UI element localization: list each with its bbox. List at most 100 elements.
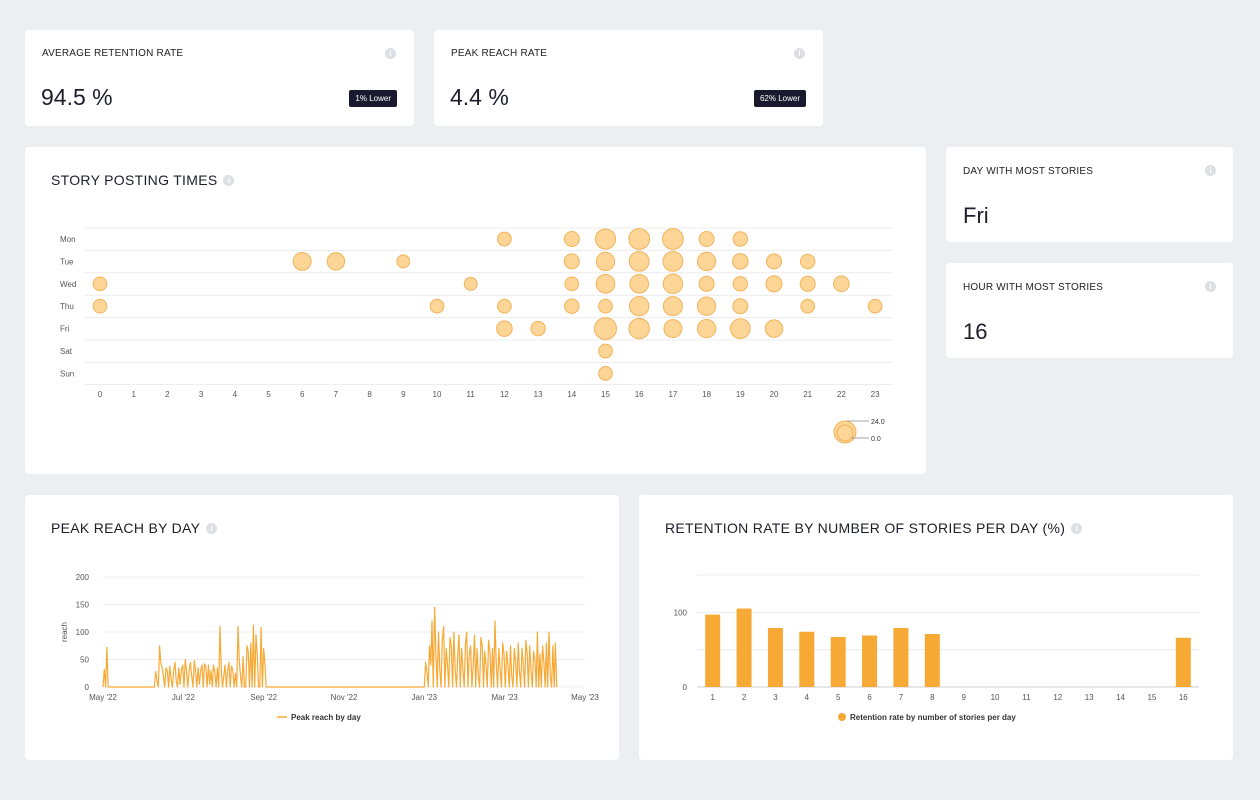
x-tick-label: 13 (534, 390, 543, 399)
bubble (563, 231, 580, 247)
bubble (628, 295, 650, 317)
story-posting-times-card: STORY POSTING TIMES i Mon Tue Wed Thu Fri Sat S… (25, 147, 926, 474)
bubble (598, 366, 613, 381)
bubble (595, 251, 616, 272)
info-icon[interactable]: i (1071, 522, 1083, 534)
y-tick-label: Sun (60, 369, 74, 378)
y-tick-label: 50 (80, 656, 89, 665)
y-tick-label: 0 (85, 683, 90, 692)
bubble (799, 275, 816, 292)
bubble (564, 298, 580, 314)
y-tick-label: Mon (60, 235, 76, 244)
legend-label: Retention rate by number of stories per … (850, 713, 1016, 722)
y-tick-label: Wed (60, 280, 76, 289)
bubble (292, 251, 312, 271)
x-tick-label: 3 (199, 390, 204, 399)
bubble (698, 275, 715, 292)
x-tick-label: 5 (266, 390, 271, 399)
retention-by-stories-card: RETENTION RATE BY NUMBER OF STORIES PER … (639, 495, 1233, 760)
x-tick-label: Jan '23 (412, 693, 438, 702)
x-tick-label: 9 (401, 390, 406, 399)
kpi-label: PEAK REACH RATE (451, 48, 548, 59)
bubble (696, 318, 717, 339)
bubble (663, 319, 683, 339)
chart-title-text: RETENTION RATE BY NUMBER OF STORIES PER … (665, 520, 1066, 536)
x-tick-label: 21 (803, 390, 812, 399)
x-tick-label: 10 (433, 390, 442, 399)
x-tick-label: 17 (668, 390, 677, 399)
bar (893, 628, 909, 687)
x-tick-label: 15 (601, 390, 610, 399)
bubble (800, 253, 816, 270)
info-icon[interactable]: i (1205, 165, 1216, 176)
info-icon[interactable]: i (794, 48, 805, 59)
chart-title-text: STORY POSTING TIMES (51, 172, 218, 188)
y-tick-label: Fri (60, 325, 70, 334)
chart-title: RETENTION RATE BY NUMBER OF STORIES PER … (665, 520, 1083, 536)
x-tick-label: 7 (334, 390, 339, 399)
bubble (662, 296, 683, 317)
x-tick-label: 6 (867, 693, 872, 702)
x-tick-label: Nov '22 (331, 693, 358, 702)
kpi-card-retention: AVERAGE RETENTION RATE i 94.5 % 1% Lower (25, 30, 414, 126)
bubble (696, 251, 717, 272)
bubble (628, 317, 650, 340)
y-tick-label: Thu (60, 302, 74, 311)
comparison-badge: 1% Lower (349, 90, 397, 107)
bar (1175, 637, 1191, 687)
peak-reach-card: PEAK REACH BY DAY i 0 50 100 150 200 reach May … (25, 495, 619, 760)
bubble (594, 228, 617, 250)
bubble (662, 251, 684, 272)
kpi-label: AVERAGE RETENTION RATE (42, 48, 184, 59)
x-tick-label: 11 (1022, 693, 1031, 702)
bubble (326, 252, 346, 271)
chart-title: PEAK REACH BY DAY i (51, 520, 218, 536)
y-tick-label: 0 (683, 683, 688, 692)
bubble (628, 251, 650, 272)
bubble (696, 296, 717, 316)
side-label: DAY WITH MOST STORIES (963, 166, 1094, 177)
x-tick-label: 9 (961, 693, 966, 702)
legend-label-max: 24.0 (871, 419, 885, 426)
bubble (867, 298, 883, 314)
legend-bubble-min (836, 424, 854, 442)
bubble (594, 317, 617, 341)
x-tick-label: 8 (367, 390, 372, 399)
bubble (563, 253, 580, 270)
bar (705, 614, 721, 687)
bubble (463, 276, 478, 291)
x-tick-label: 14 (567, 390, 576, 399)
info-icon[interactable]: i (206, 522, 218, 534)
x-tick-label: 22 (837, 390, 846, 399)
bubble (662, 273, 684, 295)
legend-label: Peak reach by day (291, 713, 361, 722)
info-icon[interactable]: i (223, 174, 235, 186)
info-icon[interactable]: i (385, 48, 396, 59)
bubble (732, 231, 748, 247)
bar (924, 633, 940, 687)
bubble (629, 273, 650, 294)
bubble (662, 228, 684, 250)
x-tick-label: 2 (165, 390, 170, 399)
x-tick-label: 16 (635, 390, 644, 399)
x-tick-label: Jul '22 (172, 693, 195, 702)
info-icon[interactable]: i (1205, 281, 1216, 292)
y-axis-label: reach (60, 622, 69, 642)
bubble (595, 273, 616, 294)
x-tick-label: 1 (131, 390, 136, 399)
x-tick-label: 12 (500, 390, 509, 399)
comparison-badge: 62% Lower (753, 90, 806, 107)
x-tick-label: 14 (1116, 693, 1125, 702)
x-tick-label: 5 (836, 693, 841, 702)
chart-title-text: PEAK REACH BY DAY (51, 520, 201, 536)
bubble (729, 318, 751, 339)
bubble (429, 298, 445, 314)
series-line (102, 606, 558, 688)
legend-marker (838, 713, 846, 721)
bar (799, 631, 815, 687)
y-tick-label: Sat (60, 347, 73, 356)
x-tick-label: 23 (871, 390, 880, 399)
bubble (530, 320, 546, 337)
